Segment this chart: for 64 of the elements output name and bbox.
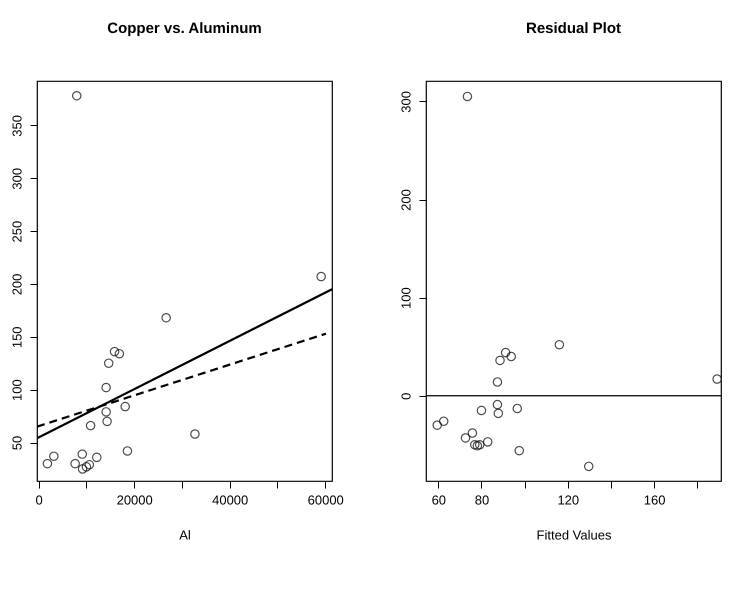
point [122, 446, 132, 456]
x-tick-label: 60000 [308, 492, 344, 508]
point [494, 408, 504, 418]
point [190, 429, 200, 439]
point [102, 416, 112, 426]
point [120, 402, 130, 412]
point [72, 91, 82, 101]
y-tick-label: 300 [10, 168, 24, 190]
y-tick-label: 200 [10, 274, 24, 296]
x-axis-title: Al [179, 528, 191, 542]
point [42, 458, 52, 468]
point [101, 407, 111, 417]
point [110, 346, 120, 356]
point [584, 462, 594, 472]
x-tick-label: 0 [36, 492, 43, 508]
chart-title: Copper vs. Aluminum [107, 20, 262, 37]
point [432, 420, 442, 430]
point [114, 348, 124, 358]
y-tick-label: 200 [398, 189, 414, 211]
point [86, 420, 96, 430]
x-tick-label: 40000 [212, 492, 248, 508]
point [104, 358, 114, 368]
point [92, 452, 102, 462]
point [500, 348, 510, 358]
point [77, 449, 88, 459]
point [70, 458, 80, 468]
y-tick-label: 350 [10, 115, 24, 137]
point [482, 437, 492, 447]
y-tick-label: 50 [10, 436, 24, 450]
point [438, 416, 448, 426]
point [554, 340, 564, 350]
y-tick-label: 100 [10, 379, 24, 402]
point [468, 428, 478, 438]
point [492, 377, 502, 387]
y-tick-label: 300 [398, 91, 414, 113]
point [101, 382, 111, 392]
x-tick-label: 20000 [116, 492, 153, 508]
point [512, 404, 522, 414]
x-tick-label: 80 [474, 492, 490, 508]
y-tick-label: 100 [398, 287, 414, 309]
y-tick-label: 0 [398, 392, 414, 400]
point [82, 462, 92, 472]
x-tick-label: 160 [644, 492, 666, 508]
x-tick-label: 120 [557, 492, 580, 508]
point [84, 460, 94, 470]
point [506, 352, 516, 362]
chart-title: Residual Plot [526, 20, 622, 37]
y-tick-label: 250 [10, 220, 24, 242]
point [712, 374, 721, 384]
point [78, 464, 88, 474]
point [514, 446, 524, 456]
point [492, 400, 502, 410]
point [472, 441, 482, 451]
point [49, 451, 59, 462]
point [495, 356, 505, 366]
point [161, 313, 171, 323]
x-axis-title: Fitted Values [536, 528, 612, 542]
point [462, 92, 472, 102]
point [316, 272, 326, 282]
x-tick-label: 60 [432, 492, 446, 508]
point [460, 433, 470, 443]
point [476, 406, 486, 416]
point [470, 440, 480, 450]
y-tick-label: 150 [10, 326, 24, 348]
